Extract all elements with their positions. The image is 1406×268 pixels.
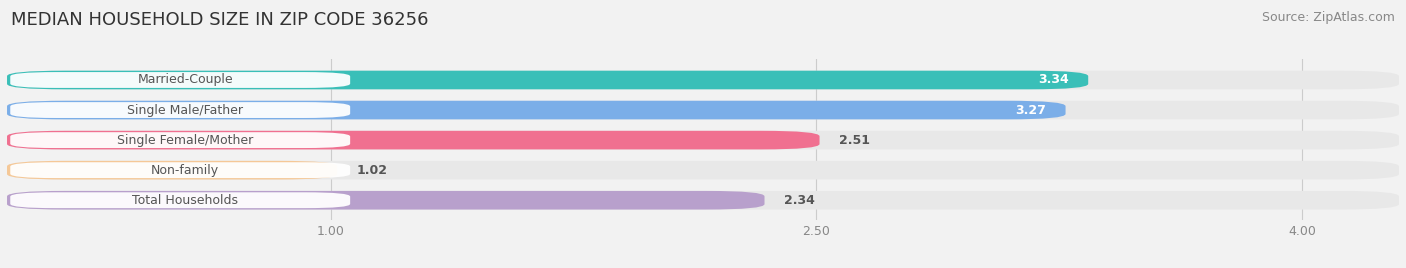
FancyBboxPatch shape: [7, 161, 337, 180]
FancyBboxPatch shape: [7, 71, 1399, 89]
FancyBboxPatch shape: [7, 101, 1399, 119]
Text: 3.34: 3.34: [1038, 73, 1069, 87]
Text: Source: ZipAtlas.com: Source: ZipAtlas.com: [1261, 11, 1395, 24]
FancyBboxPatch shape: [7, 191, 1399, 210]
Text: Married-Couple: Married-Couple: [138, 73, 233, 87]
FancyBboxPatch shape: [10, 162, 350, 178]
Text: MEDIAN HOUSEHOLD SIZE IN ZIP CODE 36256: MEDIAN HOUSEHOLD SIZE IN ZIP CODE 36256: [11, 11, 429, 29]
FancyBboxPatch shape: [7, 131, 820, 150]
FancyBboxPatch shape: [7, 101, 1066, 119]
Text: 2.51: 2.51: [839, 134, 870, 147]
Text: 2.34: 2.34: [785, 194, 815, 207]
FancyBboxPatch shape: [7, 161, 1399, 180]
FancyBboxPatch shape: [7, 191, 765, 210]
Text: Total Households: Total Households: [132, 194, 238, 207]
FancyBboxPatch shape: [7, 131, 1399, 150]
FancyBboxPatch shape: [10, 102, 350, 118]
Text: Single Female/Mother: Single Female/Mother: [117, 134, 253, 147]
Text: 3.27: 3.27: [1015, 103, 1046, 117]
Text: Single Male/Father: Single Male/Father: [127, 103, 243, 117]
FancyBboxPatch shape: [10, 192, 350, 208]
Text: Non-family: Non-family: [150, 164, 219, 177]
Text: 1.02: 1.02: [357, 164, 388, 177]
FancyBboxPatch shape: [7, 71, 1088, 89]
FancyBboxPatch shape: [10, 132, 350, 148]
FancyBboxPatch shape: [10, 72, 350, 88]
